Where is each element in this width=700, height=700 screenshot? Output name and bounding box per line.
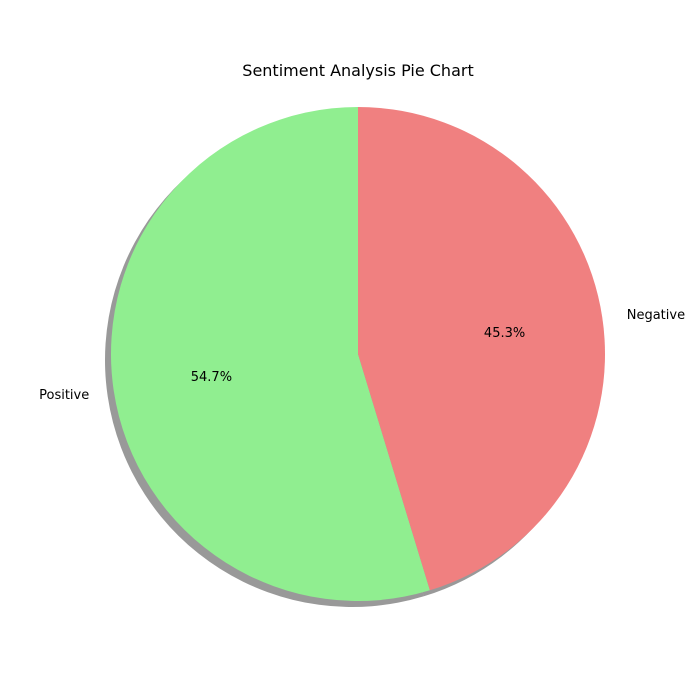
slice-percent-negative: 45.3% bbox=[484, 326, 525, 341]
slice-label-positive: Positive bbox=[39, 388, 89, 403]
pie-slices-layer bbox=[110, 107, 605, 602]
slice-percent-positive: 54.7% bbox=[191, 370, 232, 385]
pie-slice-positive bbox=[110, 107, 430, 602]
chart-title: Sentiment Analysis Pie Chart bbox=[242, 61, 473, 80]
slice-label-negative: Negative bbox=[627, 308, 685, 323]
pie-labels-layer: Positive 54.7% Negative 45.3% bbox=[39, 308, 685, 403]
pie-slice-negative bbox=[358, 107, 605, 591]
